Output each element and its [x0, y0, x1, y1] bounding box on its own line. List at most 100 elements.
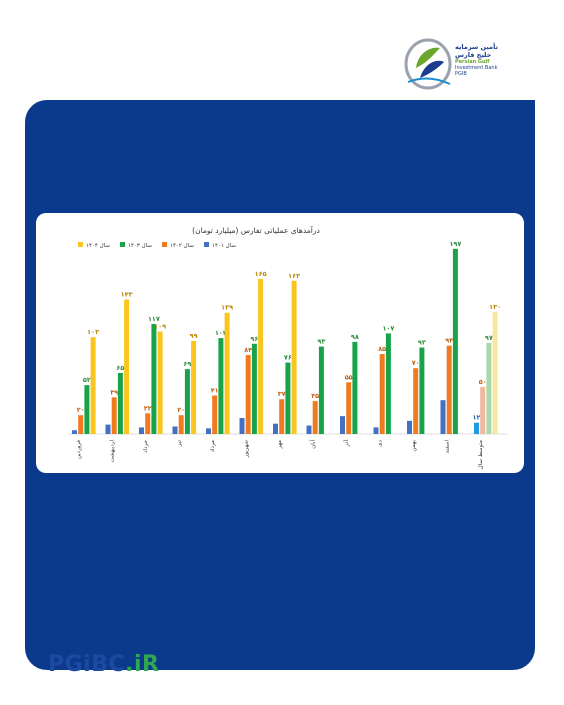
data-label-1-10: ۷۰ [412, 359, 420, 367]
bar-1-6 [279, 399, 285, 434]
legend-label-1: سال ۱۴۰۲ [170, 243, 194, 249]
bar-2-7 [318, 346, 324, 434]
bar-0-4 [206, 428, 211, 434]
category-label-1: اردیبهشت [110, 440, 116, 463]
bar-0-8 [340, 416, 345, 434]
bar-0-0 [72, 430, 77, 434]
data-label-1-5: ۸۴ [244, 346, 252, 354]
data-label-1-4: ۴۱ [211, 386, 219, 394]
bar-1-0 [78, 415, 84, 434]
data-label-1-2: ۲۲ [144, 404, 152, 412]
bar-3-4 [224, 312, 230, 434]
category-label-12: متوسط سال [478, 440, 484, 469]
bar-1-1 [111, 397, 117, 434]
bar-3-2 [157, 331, 163, 434]
data-label-3-3: ۹۹ [190, 332, 198, 340]
bar-0-7 [306, 425, 312, 434]
bar-2-0 [84, 385, 90, 434]
footer-brand[interactable]: PGiBC.iR [48, 652, 159, 677]
bar-2-1 [117, 372, 123, 434]
data-label-3-1: ۱۴۳ [121, 291, 133, 299]
legend-swatch-2 [120, 242, 125, 247]
bar-1-9 [379, 354, 385, 434]
data-label-2-3: ۶۹ [183, 360, 191, 368]
data-label-2-4: ۱۰۲ [215, 329, 227, 337]
chart-title: درآمدهای عملیاتی تفارس (میلیارد تومان) [192, 225, 320, 235]
bar-3-3 [191, 340, 197, 434]
bar-3-5 [258, 278, 264, 434]
legend-swatch-3 [78, 242, 83, 247]
data-label-2-0: ۵۲ [83, 376, 91, 384]
legend-label-3: سال ۱۴۰۴ [86, 243, 110, 249]
data-label-3-4: ۱۲۹ [221, 304, 233, 312]
data-label-1-0: ۲۰ [77, 406, 85, 414]
data-label-1-9: ۸۵ [378, 345, 386, 353]
data-label-3-2: ۱۰۹ [154, 323, 166, 331]
data-label-3-12: ۱۳۰ [489, 303, 501, 311]
legend-label-2: سال ۱۴۰۳ [128, 243, 152, 249]
bar-0-5 [239, 418, 245, 434]
bar-2-2 [151, 324, 157, 434]
bar-2-12 [486, 342, 492, 434]
data-label-1-3: ۲۰ [177, 406, 185, 414]
data-label-1-11: ۹۴ [445, 337, 453, 345]
category-label-0: فروردین [76, 440, 82, 460]
bar-0-10 [407, 420, 412, 434]
bar-3-12 [492, 311, 498, 434]
bar-3-0 [90, 337, 96, 434]
bar-2-11 [452, 248, 458, 434]
logo-line-3: Persian Gulf [455, 59, 490, 65]
logo-text: تأمین سرمایه خلیج فارس Persian Gulf Inve… [455, 43, 523, 77]
data-label-2-2: ۱۱۷ [148, 315, 160, 323]
data-label-2-5: ۹۶ [250, 335, 258, 343]
bar-3-6 [291, 280, 297, 434]
category-label-3: تیر [177, 440, 183, 448]
bar-1-2 [145, 413, 151, 434]
bar-2-10 [419, 347, 425, 434]
brand-main: PGiBC [48, 652, 126, 677]
bar-1-11 [446, 345, 452, 434]
header-notch [380, 0, 540, 100]
data-label-3-0: ۱۰۳ [87, 328, 99, 336]
data-label-1-6: ۳۷ [278, 390, 286, 398]
bar-chart: درآمدهای عملیاتی تفارس (میلیارد تومان) سا… [68, 225, 508, 469]
data-label-2-7: ۹۳ [317, 338, 325, 346]
bar-2-5 [251, 343, 257, 434]
bar-0-11 [440, 400, 446, 434]
data-label-3-5: ۱۶۵ [255, 270, 267, 278]
bar-0-9 [373, 427, 379, 434]
logo-line-5: PGIB [455, 71, 467, 77]
data-label-1-8: ۵۵ [345, 373, 353, 381]
data-label-2-10: ۹۲ [418, 339, 426, 347]
logo-line-1: تأمین سرمایه [455, 43, 498, 51]
data-label-2-1: ۶۵ [116, 364, 124, 372]
category-label-4: مرداد [210, 440, 216, 452]
data-label-0-12: ۱۲ [473, 414, 481, 422]
bar-1-10 [413, 368, 419, 434]
bar-2-4 [218, 338, 224, 434]
logo-line-4: Investment Bank [455, 65, 498, 71]
bar-2-8 [352, 341, 358, 434]
chart-card: درآمدهای عملیاتی تفارس (میلیارد تومان) سا… [36, 213, 524, 473]
category-label-8: آذر [343, 440, 350, 448]
data-label-1-1: ۳۹ [110, 388, 118, 396]
bar-0-2 [139, 427, 144, 434]
data-label-3-6: ۱۶۳ [288, 272, 300, 280]
bar-1-8 [346, 382, 352, 434]
bar-1-4 [212, 395, 218, 434]
category-label-7: آبان [310, 440, 317, 449]
data-label-2-8: ۹۸ [351, 333, 359, 341]
bar-0-12 [474, 422, 479, 434]
category-label-9: دی [378, 439, 384, 446]
legend-swatch-0 [204, 242, 209, 247]
data-label-2-9: ۱۰۷ [382, 324, 394, 332]
bar-2-9 [385, 333, 391, 434]
bar-2-6 [285, 362, 291, 434]
category-label-10: بهمن [411, 440, 417, 452]
bar-1-12 [480, 387, 486, 434]
bar-0-6 [273, 423, 278, 434]
category-label-5: شهریور [244, 440, 250, 459]
legend-label-0: سال ۱۴۰۱ [212, 243, 236, 249]
company-logo [404, 38, 452, 90]
bar-2-3 [184, 369, 190, 434]
